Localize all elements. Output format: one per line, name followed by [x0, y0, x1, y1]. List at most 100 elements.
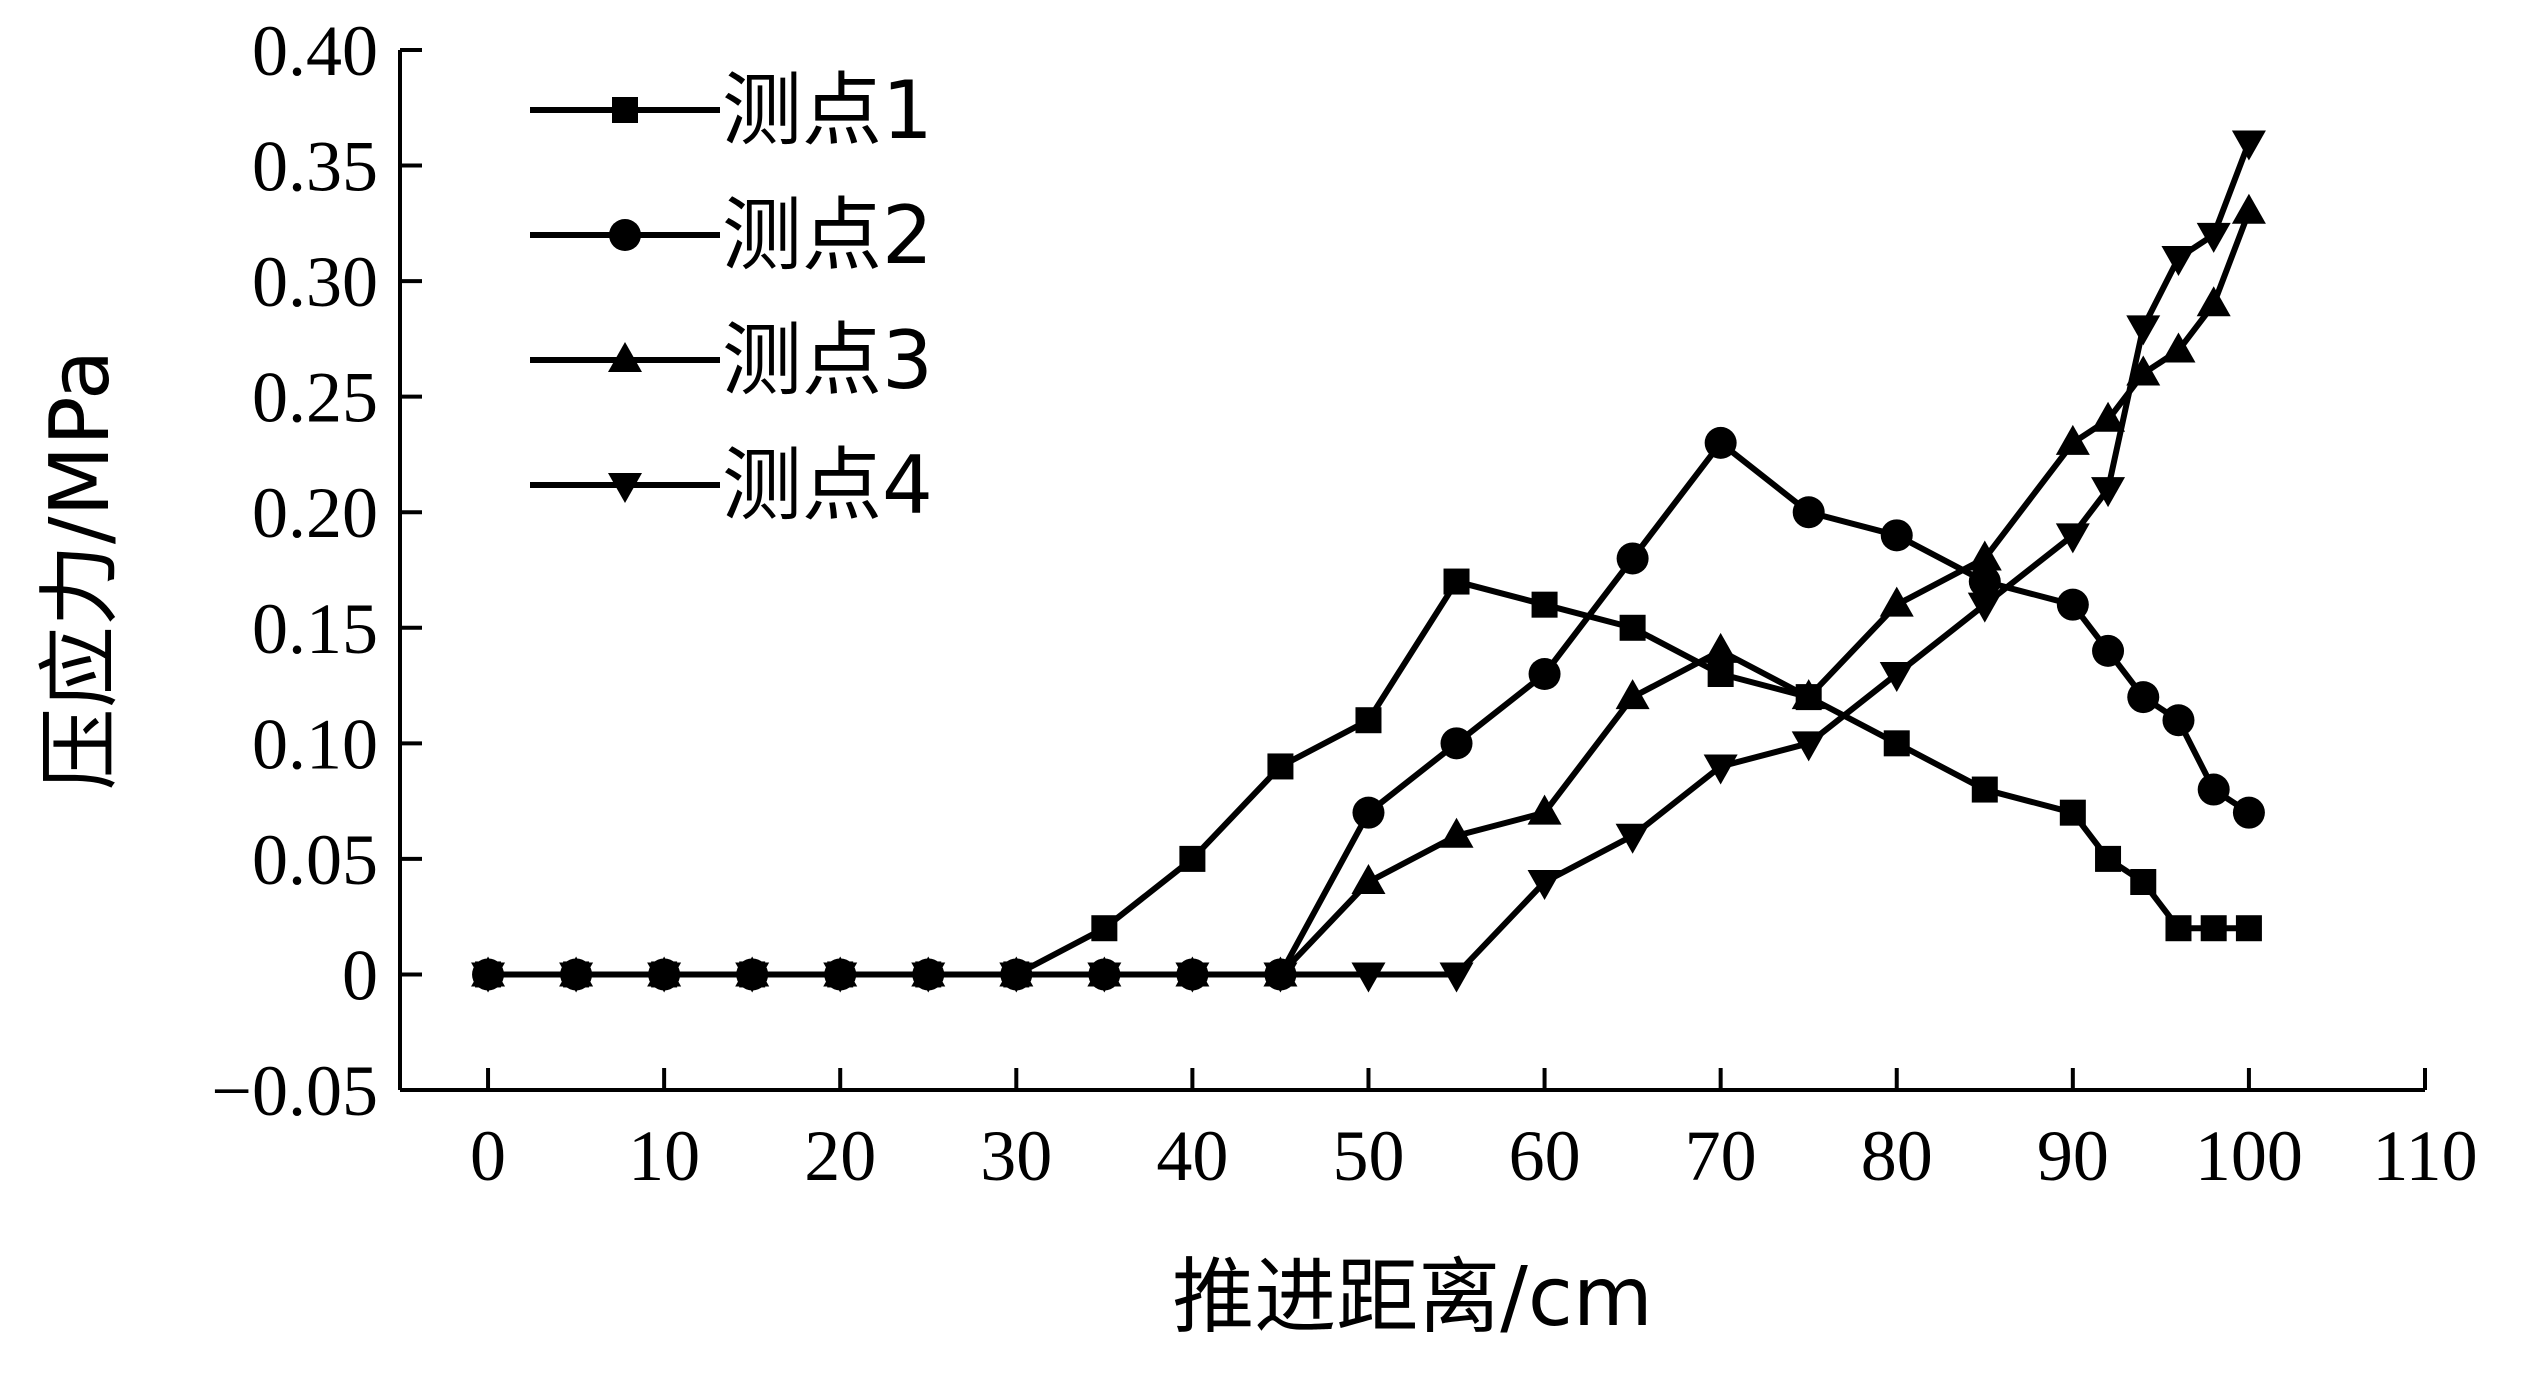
data-point-triangle-down [2231, 130, 2266, 161]
data-point-triangle-down [1527, 870, 1562, 900]
data-point-circle [2232, 796, 2265, 829]
data-point-triangle-down [2161, 246, 2196, 276]
y-axis-title: 压应力/MPa [33, 350, 128, 790]
y-tick-label: 0.40 [252, 11, 378, 91]
legend-label: 测点3 [722, 314, 933, 407]
y-axis-ticks: −0.05 0 0.05 0.10 0.15 0.20 0.25 0.30 0.35 0.40 [211, 11, 422, 1131]
data-point-triangle-down [647, 962, 682, 993]
data-point-square [2095, 845, 2122, 872]
data-point-square [1179, 845, 1206, 872]
x-tick-label: 40 [1156, 1116, 1228, 1196]
y-tick-label: 0 [342, 935, 378, 1015]
x-tick-label: 100 [2195, 1116, 2303, 1196]
data-point-triangle-up [1615, 679, 1650, 710]
data-point-triangle-down [608, 473, 642, 503]
data-point-triangle-down [2196, 222, 2231, 253]
data-point-circle [1352, 796, 1385, 829]
data-point-circle [1616, 542, 1649, 575]
chart-axes [398, 50, 2425, 1092]
data-point-circle [1880, 519, 1913, 552]
data-point-circle [1968, 565, 2001, 598]
data-point-square [1531, 591, 1558, 618]
data-point-triangle-down [911, 962, 946, 993]
data-point-square [1091, 915, 1118, 942]
y-tick-label: 0.30 [252, 242, 378, 322]
data-point-triangle-down [823, 962, 858, 993]
data-point-triangle-down [1263, 962, 1298, 993]
data-point-triangle-up [1439, 817, 1474, 848]
y-tick-label: 0.35 [252, 127, 378, 207]
data-point-square [1883, 730, 1910, 757]
x-tick-label: 60 [1509, 1116, 1581, 1196]
legend: 测点1 测点2 测点3 测点4 [530, 64, 933, 532]
y-tick-label: 0.05 [252, 820, 378, 900]
x-tick-label: 10 [628, 1116, 700, 1196]
legend-item: 测点2 [530, 189, 933, 282]
data-point-circle [609, 219, 641, 251]
data-point-square [1619, 614, 1646, 641]
data-point-triangle-down [1615, 823, 1650, 854]
data-point-circle [1792, 496, 1825, 529]
x-axis-ticks: 0 10 20 30 40 50 60 70 80 90 100 110 [470, 1068, 2478, 1196]
data-point-triangle-down [735, 962, 770, 993]
x-tick-label: 0 [470, 1116, 506, 1196]
data-point-triangle-down [1087, 962, 1122, 993]
data-point-triangle-up [2091, 401, 2126, 432]
data-point-square [2165, 915, 2192, 942]
data-point-square [612, 97, 638, 123]
x-axis-title: 推进距离/cm [1172, 1250, 1653, 1345]
data-point-triangle-down [1439, 962, 1474, 993]
data-point-triangle-up [1527, 794, 1562, 825]
data-point-triangle-down [1879, 662, 1914, 692]
y-tick-label: −0.05 [211, 1051, 378, 1131]
data-point-triangle-up [608, 342, 642, 372]
data-point-square [2200, 915, 2227, 942]
data-point-triangle-down [2126, 315, 2161, 346]
data-point-triangle-down [999, 962, 1034, 993]
data-point-circle [2197, 773, 2230, 806]
data-point-triangle-down [2091, 477, 2126, 508]
data-point-triangle-up [2231, 193, 2266, 224]
data-point-triangle-down [559, 962, 594, 993]
series-line [488, 141, 2252, 978]
series-4 [471, 130, 2266, 993]
y-tick-label: 0.25 [252, 358, 378, 438]
data-point-circle [2162, 704, 2195, 737]
data-point-square [1267, 753, 1294, 780]
x-tick-label: 110 [2372, 1116, 2477, 1196]
series-layer [471, 130, 2266, 993]
data-point-triangle-down [1791, 731, 1826, 762]
data-point-triangle-up [1879, 586, 1914, 617]
series-1 [475, 568, 2262, 988]
legend-item: 测点3 [530, 314, 933, 407]
data-point-triangle-up [1703, 632, 1738, 663]
x-tick-label: 70 [1685, 1116, 1757, 1196]
y-tick-label: 0.15 [252, 589, 378, 669]
data-point-square [2130, 869, 2157, 895]
data-point-triangle-up [1967, 540, 2002, 571]
data-point-circle [1528, 658, 1561, 690]
x-tick-label: 50 [1332, 1116, 1404, 1196]
data-point-triangle-down [1175, 962, 1210, 993]
y-tick-label: 0.20 [252, 473, 378, 553]
legend-label: 测点1 [722, 64, 933, 157]
x-tick-label: 30 [980, 1116, 1052, 1196]
data-point-square [2059, 799, 2086, 826]
data-point-circle [1440, 727, 1473, 760]
data-point-triangle-up [1791, 679, 1826, 710]
legend-label: 测点2 [722, 189, 933, 282]
y-tick-label: 0.10 [252, 704, 378, 784]
legend-item: 测点1 [530, 64, 933, 157]
data-point-square [2235, 915, 2262, 942]
data-point-triangle-down [1703, 754, 1738, 785]
legend-label: 测点4 [722, 439, 933, 532]
x-tick-label: 20 [804, 1116, 876, 1196]
data-point-square [1443, 568, 1470, 595]
data-point-triangle-down [1351, 962, 1386, 993]
data-point-triangle-up [2196, 286, 2231, 317]
data-point-square [1971, 776, 1998, 803]
data-point-circle [2127, 681, 2160, 714]
data-point-triangle-down [2055, 523, 2090, 554]
data-point-triangle-down [1967, 592, 2002, 623]
